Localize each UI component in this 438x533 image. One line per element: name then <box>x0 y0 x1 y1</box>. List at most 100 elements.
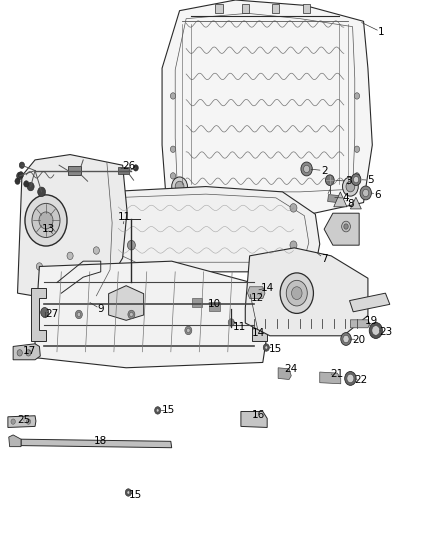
Circle shape <box>170 93 176 99</box>
Text: 7: 7 <box>321 254 328 263</box>
Polygon shape <box>252 288 267 341</box>
Circle shape <box>39 212 53 229</box>
Polygon shape <box>109 286 144 320</box>
Circle shape <box>301 162 312 176</box>
Text: 15: 15 <box>129 490 142 499</box>
Polygon shape <box>96 187 320 272</box>
Circle shape <box>292 287 302 300</box>
Circle shape <box>156 409 159 412</box>
Text: 12: 12 <box>251 294 264 303</box>
Circle shape <box>170 173 176 179</box>
Circle shape <box>19 162 25 168</box>
Circle shape <box>26 419 31 424</box>
Circle shape <box>128 310 135 319</box>
Text: 11: 11 <box>233 322 246 332</box>
Text: 15: 15 <box>268 344 282 354</box>
Circle shape <box>36 263 42 270</box>
Circle shape <box>187 328 190 333</box>
Circle shape <box>180 224 184 229</box>
Text: 11: 11 <box>118 213 131 222</box>
Circle shape <box>38 187 46 197</box>
Text: 6: 6 <box>374 190 381 199</box>
Circle shape <box>360 186 371 200</box>
Circle shape <box>170 146 176 152</box>
Polygon shape <box>35 261 267 368</box>
Text: 14: 14 <box>261 283 274 293</box>
Circle shape <box>342 221 350 232</box>
Text: 15: 15 <box>162 406 175 415</box>
Circle shape <box>125 489 131 496</box>
Circle shape <box>343 177 358 196</box>
Circle shape <box>344 224 348 229</box>
Circle shape <box>24 181 29 187</box>
Circle shape <box>372 326 380 335</box>
Circle shape <box>325 175 334 185</box>
Circle shape <box>369 322 382 338</box>
Circle shape <box>133 165 138 171</box>
Text: 2: 2 <box>321 166 328 175</box>
Polygon shape <box>13 344 40 360</box>
Circle shape <box>17 172 23 180</box>
Text: 9: 9 <box>97 304 104 314</box>
Polygon shape <box>350 320 370 328</box>
Polygon shape <box>278 368 291 379</box>
Circle shape <box>347 374 354 383</box>
Polygon shape <box>9 435 21 447</box>
Polygon shape <box>18 155 127 298</box>
Bar <box>242 4 249 13</box>
Bar <box>118 167 129 174</box>
Polygon shape <box>334 192 347 207</box>
Text: 20: 20 <box>353 335 366 344</box>
Circle shape <box>115 241 122 249</box>
Text: 16: 16 <box>252 410 265 419</box>
Circle shape <box>346 181 355 192</box>
Circle shape <box>177 221 186 232</box>
Bar <box>272 4 279 13</box>
Text: 5: 5 <box>367 175 374 185</box>
Text: 22: 22 <box>355 375 368 385</box>
Circle shape <box>353 176 359 183</box>
Circle shape <box>32 204 60 238</box>
Circle shape <box>265 346 268 349</box>
Circle shape <box>185 326 192 335</box>
Circle shape <box>155 407 161 414</box>
Circle shape <box>26 350 31 356</box>
Circle shape <box>75 310 82 319</box>
Circle shape <box>11 419 15 424</box>
Circle shape <box>354 173 360 179</box>
Circle shape <box>175 181 184 192</box>
Circle shape <box>77 312 81 317</box>
Circle shape <box>286 280 307 306</box>
Circle shape <box>263 344 269 351</box>
Bar <box>215 4 223 13</box>
Text: 3: 3 <box>345 176 352 186</box>
Text: 13: 13 <box>42 224 55 234</box>
Polygon shape <box>241 411 267 427</box>
Text: 8: 8 <box>347 199 354 208</box>
Circle shape <box>290 204 297 212</box>
Circle shape <box>280 273 314 313</box>
Bar <box>68 166 81 175</box>
Text: 24: 24 <box>285 365 298 374</box>
Circle shape <box>67 252 73 260</box>
Circle shape <box>354 146 360 152</box>
Bar <box>209 302 220 311</box>
Text: 1: 1 <box>378 27 385 37</box>
Polygon shape <box>162 0 372 213</box>
Circle shape <box>290 241 297 249</box>
Text: 26: 26 <box>123 161 136 171</box>
Circle shape <box>130 312 133 317</box>
Polygon shape <box>245 248 368 336</box>
Bar <box>303 4 310 13</box>
Circle shape <box>93 247 99 254</box>
Text: 27: 27 <box>45 310 58 319</box>
Polygon shape <box>247 287 265 298</box>
Circle shape <box>115 204 122 212</box>
Circle shape <box>363 189 369 197</box>
Text: 21: 21 <box>330 369 343 379</box>
Polygon shape <box>171 213 197 245</box>
Circle shape <box>354 93 360 99</box>
Polygon shape <box>21 439 172 448</box>
Circle shape <box>18 172 24 178</box>
Text: 14: 14 <box>252 328 265 338</box>
